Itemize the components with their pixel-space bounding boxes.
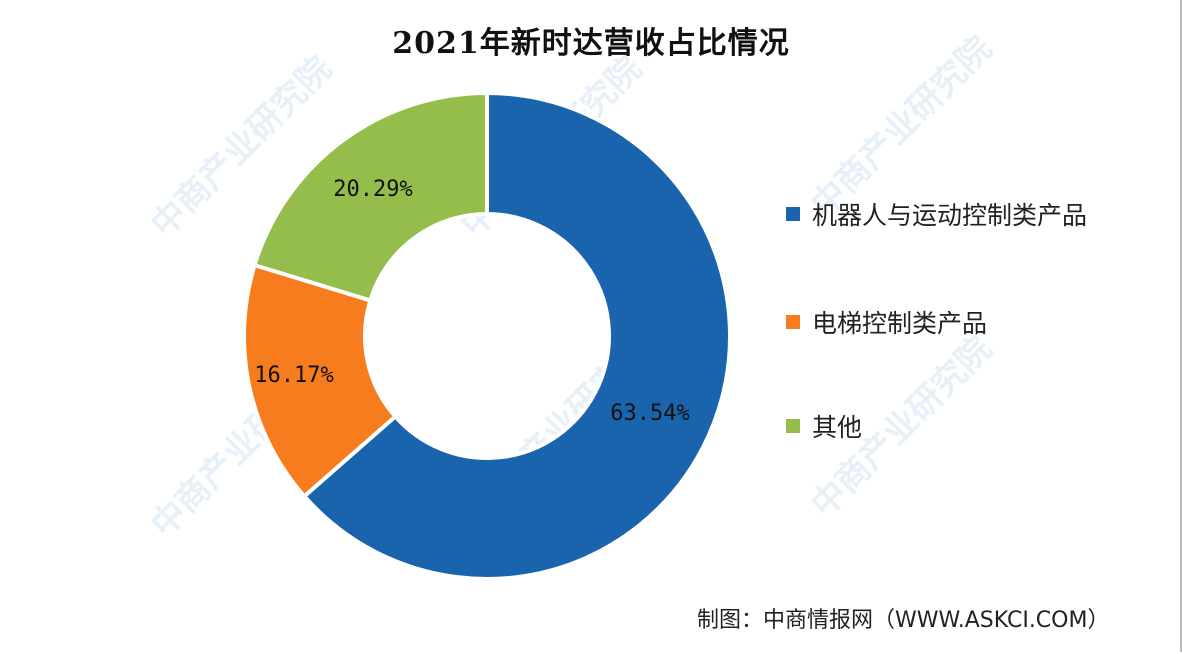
legend-swatch-icon [786,315,800,329]
legend-label: 机器人与运动控制类产品 [812,201,1088,230]
data-label-other: 20.29% [333,177,412,202]
data-label-elevator: 16.17% [254,363,333,388]
legend-item-robot: 机器人与运动控制类产品 [786,196,1087,232]
chart-title: 2021年新时达营收占比情况 [392,26,790,61]
legend-label: 电梯控制类产品 [812,309,988,338]
slice-other [252,90,489,303]
slice-robot [301,90,732,581]
source-note: 制图：中商情报网（WWW.ASKCI.COM） [697,608,1110,633]
data-label-robot: 63.54% [610,401,689,426]
legend-swatch-icon [786,207,800,221]
legend-item-other: 其他 [786,408,862,444]
legend-swatch-icon [786,419,800,433]
slice-elevator [242,262,399,500]
legend-item-elevator: 电梯控制类产品 [786,304,987,340]
legend-label: 其他 [812,413,863,442]
